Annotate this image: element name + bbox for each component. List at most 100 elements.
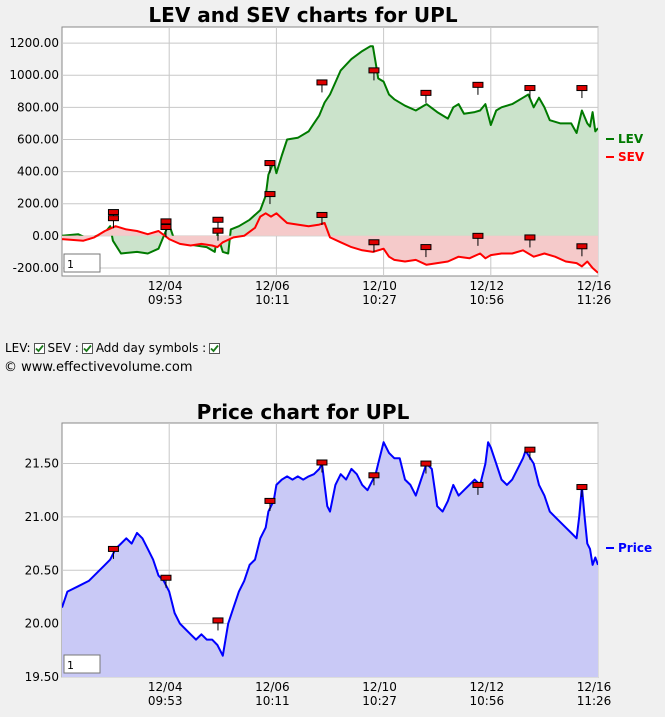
day-marker	[472, 481, 484, 495]
day-marker-flag	[524, 85, 536, 92]
x-tick-time: 10:27	[362, 293, 397, 307]
x-tick-date: 12/10	[362, 279, 397, 293]
x-tick-time: 10:56	[470, 694, 505, 708]
day-marker-flag	[576, 85, 588, 92]
day-marker-flag	[212, 227, 224, 234]
lev-sev-chart: LEV and SEV charts for UPL 1200.001000.0…	[9, 3, 645, 307]
legend-label: LEV	[618, 132, 644, 146]
day-marker	[472, 81, 484, 95]
lev-checkbox[interactable]	[33, 342, 45, 354]
y-tick-label: 21.00	[25, 510, 59, 524]
x-tick-time: 11:26	[577, 293, 612, 307]
zoom-input[interactable]	[63, 253, 101, 273]
y-tick-label: 21.50	[25, 457, 59, 471]
sev-checkbox[interactable]	[81, 342, 93, 354]
day-marker-flag	[264, 160, 276, 167]
day-marker-flag	[368, 67, 380, 74]
y-tick-label: 0.00	[32, 229, 59, 243]
day-marker	[368, 472, 380, 486]
y-tick-label: 20.00	[25, 617, 59, 631]
day-marker-flag	[316, 79, 328, 86]
day-symbols-checkbox[interactable]	[209, 342, 221, 354]
day-marker-flag	[160, 224, 172, 231]
day-marker-flag	[160, 218, 172, 225]
day-marker-flag	[316, 459, 328, 466]
day-marker	[316, 79, 328, 93]
x-tick-date: 12/10	[362, 680, 397, 694]
x-tick-date: 12/06	[255, 680, 290, 694]
day-marker	[160, 224, 172, 238]
day-marker-flag	[368, 239, 380, 246]
day-marker	[264, 497, 276, 511]
day-marker-flag	[368, 472, 380, 479]
day-marker	[472, 232, 484, 246]
x-tick-time: 10:56	[470, 293, 505, 307]
day-marker-flag	[524, 446, 536, 453]
day-marker-flag	[107, 545, 119, 552]
day-marker-flag	[264, 191, 276, 198]
day-marker-flag	[472, 232, 484, 239]
x-tick-date: 12/16	[577, 680, 612, 694]
day-marker	[160, 574, 172, 588]
day-marker	[524, 446, 536, 460]
plot-layer	[62, 45, 598, 274]
y-tick-label: 20.50	[25, 563, 59, 577]
y-tick-label: 200.00	[17, 197, 59, 211]
x-tick-time: 10:11	[255, 293, 290, 307]
day-marker	[107, 215, 119, 229]
legend-label: Price	[618, 541, 652, 555]
zoom-input-value: 1	[67, 258, 74, 271]
x-tick-time: 11:26	[577, 694, 612, 708]
day-marker	[524, 234, 536, 248]
x-tick-time: 10:11	[255, 694, 290, 708]
price-chart: Price chart for UPL 21.50 21.00 20.50 20.00…	[25, 400, 652, 708]
day-marker-flag	[472, 481, 484, 488]
day-marker	[420, 89, 432, 103]
day-marker	[576, 85, 588, 99]
x-tick-date: 12/04	[148, 279, 183, 293]
x-tick-date: 12/04	[148, 680, 183, 694]
y-tick-label: 600.00	[17, 132, 59, 146]
price-area	[62, 442, 598, 677]
sev-line	[62, 212, 598, 274]
y-tick-label: -200.00	[13, 261, 59, 275]
day-marker-flag	[420, 244, 432, 251]
y-tick-label: 1200.00	[9, 36, 59, 50]
chart2-title: Price chart for UPL	[197, 400, 410, 424]
day-marker-flag	[107, 215, 119, 222]
y-tick-label: 19.50	[25, 670, 59, 684]
day-marker	[264, 191, 276, 205]
day-marker	[316, 211, 328, 225]
y-tick-label: 400.00	[17, 165, 59, 179]
y-tick-label: 800.00	[17, 100, 59, 114]
day-marker-flag	[212, 216, 224, 223]
day-marker	[368, 67, 380, 81]
price-line	[62, 441, 598, 657]
day-marker	[264, 160, 276, 174]
chart1-title: LEV and SEV charts for UPL	[148, 3, 457, 27]
lev-toggle-label: LEV:	[5, 341, 31, 355]
x-tick-date: 12/16	[577, 279, 612, 293]
lev-area	[62, 46, 598, 254]
day-marker	[524, 85, 536, 99]
x-tick-date: 12/12	[470, 279, 505, 293]
day-marker-flag	[107, 209, 119, 216]
y-tick-label: 1000.00	[9, 68, 59, 82]
x-tick-date: 12/12	[470, 680, 505, 694]
zoom-input[interactable]	[63, 654, 101, 674]
day-symbols-toggle-label: Add day symbols :	[95, 341, 207, 355]
x-tick-time: 09:53	[148, 694, 183, 708]
day-marker-flag	[472, 81, 484, 88]
sev-toggle-label: SEV :	[47, 341, 79, 355]
day-marker-flag	[160, 574, 172, 581]
legend-label: SEV	[618, 150, 645, 164]
day-marker-flag	[212, 617, 224, 624]
x-tick-time: 09:53	[148, 293, 183, 307]
day-marker	[420, 460, 432, 474]
copyright: © www.effectivevolume.com	[4, 360, 193, 375]
day-marker	[576, 243, 588, 257]
plot-layer	[62, 441, 598, 677]
day-marker	[107, 545, 119, 559]
day-marker	[212, 227, 224, 241]
x-tick-date: 12/06	[255, 279, 290, 293]
